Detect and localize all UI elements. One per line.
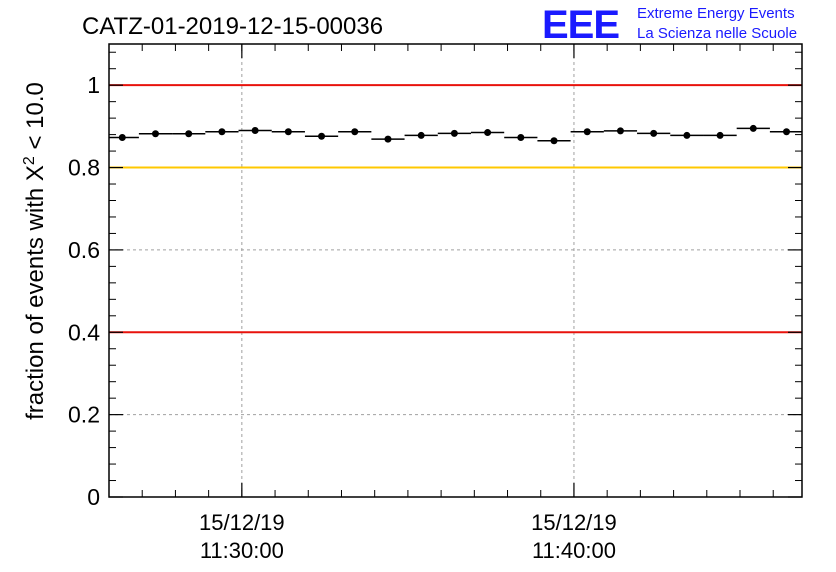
reference-lines bbox=[109, 84, 802, 334]
data-point bbox=[484, 129, 492, 137]
data-point bbox=[517, 133, 525, 141]
y-tick-label: 0.6 bbox=[68, 237, 100, 263]
data-point bbox=[151, 130, 159, 138]
data-point bbox=[716, 131, 724, 139]
x-tick-label-date: 15/12/19 bbox=[199, 510, 285, 535]
plot-frame bbox=[108, 43, 803, 498]
axes: 0 0.2 0.4 0.6 0.8 1 15/12/19 11:30:00 15/12/19 11… bbox=[68, 43, 803, 563]
data-point bbox=[251, 126, 259, 134]
x-tick-label-date: 15/12/19 bbox=[531, 510, 617, 535]
eee-logo-mark: EEE bbox=[542, 3, 619, 47]
chart-title: CATZ-01-2019-12-15-00036 bbox=[82, 13, 383, 40]
data-point bbox=[384, 135, 392, 143]
eee-logo-line1: Extreme Energy Events bbox=[637, 5, 795, 22]
data-point bbox=[583, 128, 591, 136]
data-point bbox=[550, 137, 558, 145]
data-point bbox=[118, 133, 126, 141]
data-layer bbox=[109, 124, 802, 145]
y-axis-label: fraction of events with Χ2 < 10.0 bbox=[21, 82, 49, 420]
eee-logo: EEE Extreme Energy Events La Scienza nel… bbox=[542, 3, 797, 47]
data-point bbox=[185, 130, 193, 138]
data-point bbox=[417, 131, 425, 139]
data-point bbox=[284, 128, 292, 136]
data-point bbox=[218, 128, 226, 136]
y-axis-label-suffix: < 10.0 bbox=[22, 82, 49, 156]
y-tick-label: 0.8 bbox=[68, 155, 100, 181]
data-point bbox=[749, 124, 757, 132]
y-tick-label: 1 bbox=[87, 72, 100, 98]
y-axis-label-prefix: fraction of events with Χ bbox=[22, 165, 49, 420]
data-point bbox=[650, 129, 658, 137]
data-point bbox=[351, 128, 359, 136]
plot-grid bbox=[109, 44, 802, 497]
y-tick-label: 0 bbox=[87, 484, 100, 510]
data-point bbox=[783, 128, 791, 136]
x-tick-label-time: 11:40:00 bbox=[532, 538, 616, 563]
eee-logo-line2: La Scienza nelle Scuole bbox=[637, 25, 797, 42]
data-point bbox=[616, 127, 624, 135]
data-point bbox=[450, 129, 458, 137]
data-point bbox=[683, 131, 691, 139]
x-tick-label-time: 11:30:00 bbox=[200, 538, 284, 563]
y-tick-label: 0.4 bbox=[68, 319, 100, 345]
y-axis-label-superscript: 2 bbox=[21, 156, 38, 165]
y-tick-label: 0.2 bbox=[68, 402, 100, 428]
data-point bbox=[318, 132, 326, 140]
